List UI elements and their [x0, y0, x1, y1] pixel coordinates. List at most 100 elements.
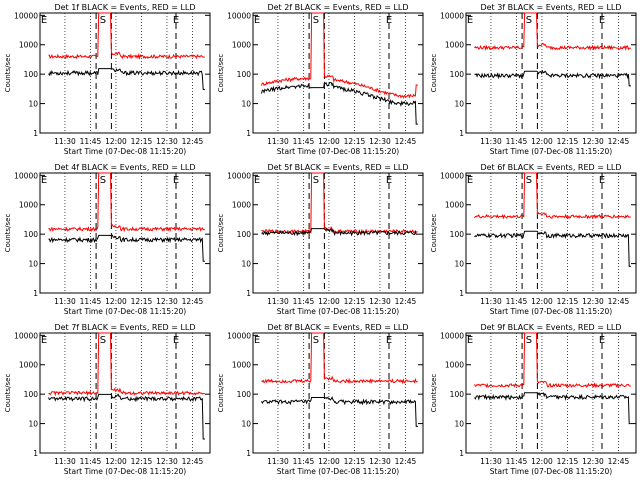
x-tick-label: 11:30 [54, 137, 76, 146]
plot-frame [465, 12, 637, 134]
events-series-line [474, 230, 631, 267]
y-tick-label: 100 [237, 390, 252, 399]
marker-label: E [467, 175, 473, 186]
marker-label: E [386, 335, 392, 346]
y-tick-label: 1 [459, 449, 464, 458]
x-axis-label: Start Time (07-Dec-08 11:15:20) [277, 467, 399, 476]
y-tick-label: 10 [454, 420, 464, 429]
y-axis-label: Counts/sec [4, 374, 12, 413]
panel-title: Det 8f BLACK = Events, RED = LLD [267, 323, 408, 332]
marker-label: E [386, 15, 392, 26]
events-series-line [261, 81, 418, 125]
x-tick-label: 12:00 [318, 297, 340, 306]
x-tick-label: 12:15 [344, 297, 366, 306]
lld-series-line [474, 12, 631, 51]
y-tick-label: 10 [454, 260, 464, 269]
y-axis-label: Counts/sec [430, 374, 438, 413]
lld-series-line [48, 12, 205, 60]
y-tick-label: 100 [450, 390, 465, 399]
lld-series-line [474, 332, 631, 389]
x-axis-label: Start Time (07-Dec-08 11:15:20) [277, 307, 399, 316]
x-tick-label: 11:45 [506, 137, 528, 146]
panel-title: Det 9f BLACK = Events, RED = LLD [480, 323, 621, 332]
y-axis-label: Counts/sec [430, 54, 438, 93]
y-tick-label: 1 [459, 289, 464, 298]
x-tick-label: 11:45 [80, 457, 102, 466]
panel-title: Det 3f BLACK = Events, RED = LLD [480, 3, 621, 12]
x-axis-label: Start Time (07-Dec-08 11:15:20) [277, 147, 399, 156]
y-tick-label: 10000 [227, 11, 251, 20]
y-axis-label: Counts/sec [430, 214, 438, 253]
x-tick-label: 12:45 [395, 137, 417, 146]
x-tick-label: 11:30 [267, 457, 289, 466]
y-tick-label: 100 [24, 70, 39, 79]
y-tick-label: 1000 [19, 41, 38, 50]
x-tick-label: 12:15 [557, 457, 579, 466]
marker-label: E [386, 175, 392, 186]
y-tick-label: 1 [459, 129, 464, 138]
y-tick-label: 10 [241, 420, 251, 429]
marker-label: E [41, 335, 47, 346]
panel-4: Det 4f BLACK = Events, RED = LLD 11:30 11:… [4, 163, 211, 316]
lld-series-line [474, 172, 631, 220]
panel-2: Det 2f BLACK = Events, RED = LLD 11:30 11:… [217, 3, 424, 156]
x-tick-label: 12:45 [182, 457, 204, 466]
plot-frame [465, 172, 637, 294]
y-tick-label: 1 [33, 289, 38, 298]
x-tick-label: 12:00 [531, 457, 553, 466]
marker-label: S [526, 15, 532, 26]
panel-1: Det 1f BLACK = Events, RED = LLD 11:30 11:… [4, 3, 211, 156]
panel-9: Det 9f BLACK = Events, RED = LLD 11:30 11:… [430, 323, 637, 476]
x-tick-label: 12:45 [395, 297, 417, 306]
y-tick-label: 1000 [232, 41, 251, 50]
y-tick-label: 10000 [14, 11, 38, 20]
x-tick-label: 11:45 [80, 137, 102, 146]
x-tick-label: 12:15 [557, 137, 579, 146]
y-tick-label: 10000 [440, 171, 464, 180]
y-axis-label: Counts/sec [4, 54, 12, 93]
panel-title: Det 1f BLACK = Events, RED = LLD [54, 3, 195, 12]
y-tick-label: 1 [33, 449, 38, 458]
x-tick-label: 12:45 [182, 137, 204, 146]
x-tick-label: 12:30 [369, 297, 391, 306]
y-tick-label: 1 [33, 129, 38, 138]
x-tick-label: 12:45 [608, 137, 630, 146]
marker-label: S [526, 175, 532, 186]
x-tick-label: 11:45 [506, 297, 528, 306]
plot-frame [252, 332, 424, 454]
x-tick-label: 12:15 [131, 457, 153, 466]
x-tick-label: 12:15 [344, 137, 366, 146]
plot-frame [39, 12, 211, 134]
panel-title: Det 4f BLACK = Events, RED = LLD [54, 163, 195, 172]
panel-title: Det 2f BLACK = Events, RED = LLD [267, 3, 408, 12]
marker-label: E [254, 15, 260, 26]
x-axis-label: Start Time (07-Dec-08 11:15:20) [64, 467, 186, 476]
x-tick-label: 12:00 [531, 137, 553, 146]
plot-frame [39, 172, 211, 294]
marker-label: E [173, 335, 179, 346]
marker-label: S [526, 335, 532, 346]
panel-3: Det 3f BLACK = Events, RED = LLD 11:30 11:… [430, 3, 637, 156]
x-axis-label: Start Time (07-Dec-08 11:15:20) [490, 147, 612, 156]
x-tick-label: 11:30 [54, 457, 76, 466]
x-tick-label: 11:30 [480, 297, 502, 306]
y-tick-label: 100 [450, 70, 465, 79]
panel-7: Det 7f BLACK = Events, RED = LLD 11:30 11:… [4, 323, 211, 476]
x-tick-label: 11:30 [480, 457, 502, 466]
x-tick-label: 11:30 [267, 137, 289, 146]
plot-frame [465, 332, 637, 454]
y-tick-label: 10 [454, 100, 464, 109]
x-tick-label: 12:30 [369, 457, 391, 466]
marker-label: S [313, 15, 319, 26]
marker-label: S [313, 175, 319, 186]
x-tick-label: 12:00 [105, 457, 127, 466]
x-tick-label: 12:30 [369, 137, 391, 146]
x-tick-label: 12:15 [131, 297, 153, 306]
y-tick-label: 1000 [445, 41, 464, 50]
x-tick-label: 12:00 [105, 297, 127, 306]
marker-label: E [41, 15, 47, 26]
x-tick-label: 12:15 [344, 457, 366, 466]
marker-label: S [100, 15, 106, 26]
x-tick-label: 11:45 [506, 457, 528, 466]
panel-5: Det 5f BLACK = Events, RED = LLD 11:30 11:… [217, 163, 424, 316]
